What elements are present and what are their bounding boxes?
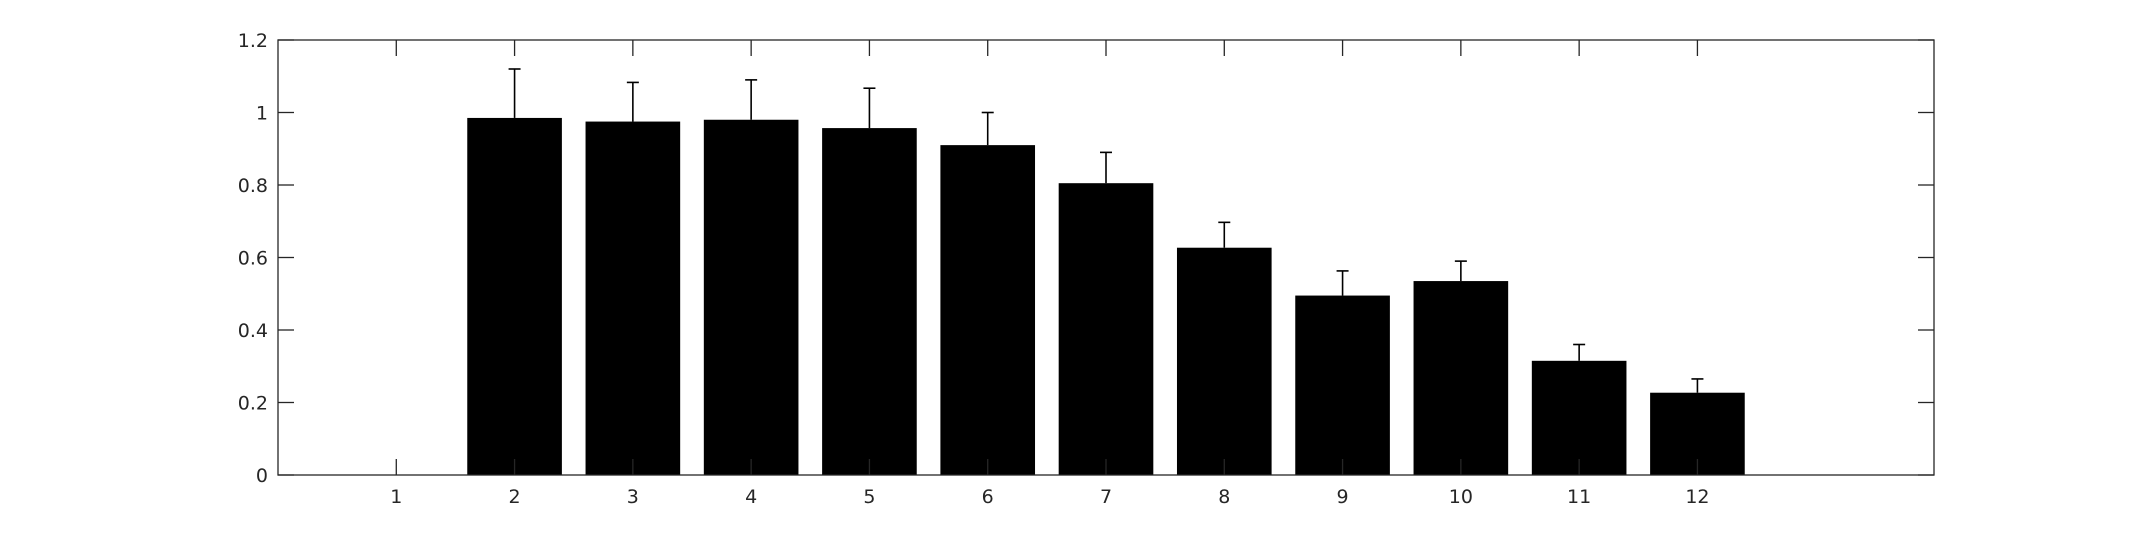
x-tick-label-2: 2 [509, 486, 521, 508]
x-tick-label-10: 10 [1449, 486, 1473, 508]
y-tick-label-5: 1 [256, 103, 268, 125]
bar-5 [822, 128, 917, 475]
y-tick-label-4: 0.8 [238, 175, 268, 197]
x-tick-label-11: 11 [1567, 486, 1591, 508]
x-tick-label-9: 9 [1337, 486, 1349, 508]
x-tick-label-3: 3 [627, 486, 639, 508]
tick-marks-group [278, 39, 1934, 476]
x-tick-label-7: 7 [1100, 486, 1112, 508]
bar-2 [467, 117, 562, 475]
x-tick-label-8: 8 [1218, 486, 1230, 508]
bar-6 [940, 145, 1036, 475]
y-tick-label-1: 0.2 [238, 393, 268, 415]
y-tick-labels: 0 0.2 0.4 0.6 0.8 1 1.2 [238, 30, 268, 487]
x-tick-label-6: 6 [982, 486, 994, 508]
bar-7 [1058, 183, 1154, 475]
bar-8 [1176, 247, 1272, 475]
bar-9 [1295, 295, 1390, 475]
x-tick-label-4: 4 [745, 486, 757, 508]
bar-4 [703, 119, 799, 475]
x-tick-labels: 1 2 3 4 5 6 7 8 9 10 11 12 [390, 486, 1709, 508]
x-tick-label-5: 5 [863, 486, 875, 508]
x-tick-label-12: 12 [1685, 486, 1709, 508]
bar-3 [585, 121, 681, 475]
bars-group [467, 117, 1745, 475]
error-bars-group [508, 68, 1704, 393]
y-tick-label-6: 1.2 [238, 30, 268, 52]
bar-11 [1531, 360, 1627, 475]
y-tick-label-0: 0 [256, 465, 268, 487]
y-tick-label-3: 0.6 [238, 248, 268, 270]
bar-10 [1413, 281, 1509, 475]
y-tick-label-2: 0.4 [238, 320, 268, 342]
x-tick-label-1: 1 [390, 486, 402, 508]
